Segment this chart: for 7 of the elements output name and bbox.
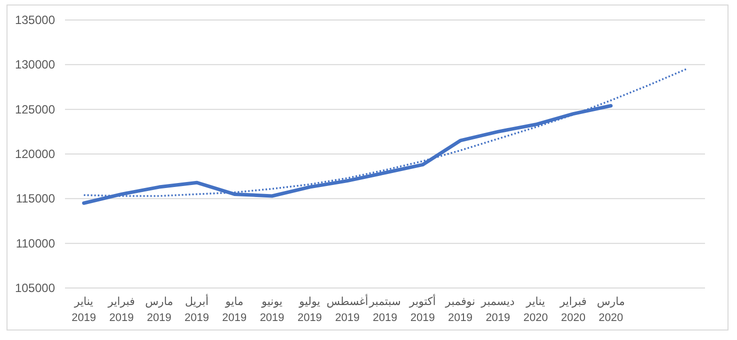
y-tick-label: 120000 xyxy=(14,147,56,161)
y-tick-label: 135000 xyxy=(14,13,56,27)
y-tick-label: 130000 xyxy=(14,58,56,72)
y-tick-label: 105000 xyxy=(14,281,56,295)
y-tick-label: 110000 xyxy=(16,236,56,250)
y-tick-label: 115000 xyxy=(16,192,56,206)
y-tick-label: 125000 xyxy=(14,102,56,116)
